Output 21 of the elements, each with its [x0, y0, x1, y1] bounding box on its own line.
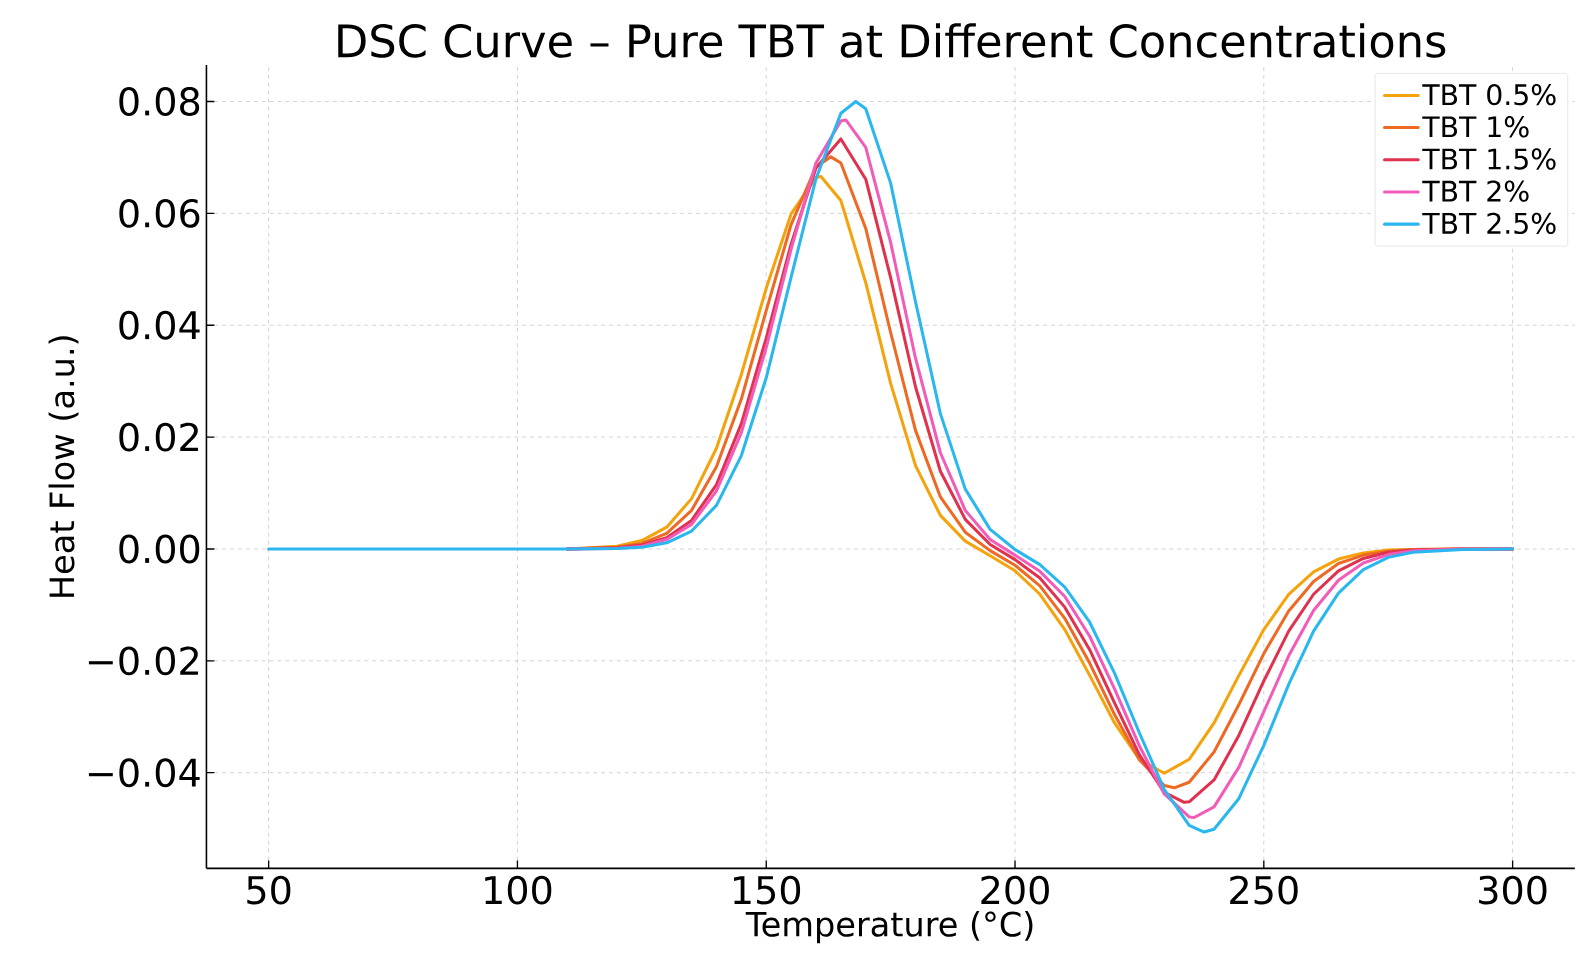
legend-label: TBT 2%	[1422, 180, 1529, 202]
y-axis-title: Heat Flow (a.u.)	[48, 336, 79, 597]
y-tick-label: −0.02	[88, 646, 198, 676]
y-tick-label: 0.00	[119, 534, 200, 564]
chart-title: DSC Curve – Pure TBT at Different Concentrations	[338, 23, 1446, 58]
y-tick-label: −0.04	[88, 758, 200, 788]
x-tick-label: 300	[1479, 875, 1547, 905]
x-tick-label: 150	[734, 875, 801, 905]
y-tick-label: 0.04	[119, 310, 200, 340]
x-tick-label: 50	[247, 875, 291, 905]
legend-label: TBT 2.5%	[1422, 212, 1556, 234]
x-axis-title: Temperature (°C)	[745, 910, 1033, 944]
legend-label: TBT 1%	[1422, 116, 1529, 138]
x-tick-label: 200	[981, 875, 1049, 905]
y-tick-label: 0.02	[119, 422, 198, 452]
x-tick-label: 100	[485, 875, 552, 905]
x-tick-label: 250	[1230, 875, 1298, 905]
legend-label: TBT 0.5%	[1422, 83, 1556, 106]
y-tick-label: 0.08	[119, 86, 200, 116]
y-tick-label: 0.06	[119, 198, 200, 228]
legend-label: TBT 1.5%	[1422, 148, 1556, 170]
